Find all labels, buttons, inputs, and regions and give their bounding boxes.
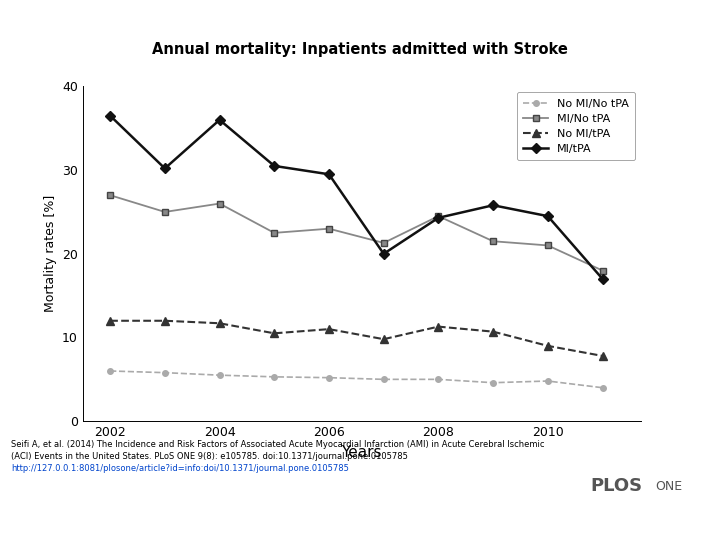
MI/No tPA [106, 192, 114, 199]
Line: MI/No tPA: MI/No tPA [107, 192, 606, 274]
No MI/tPA [489, 328, 498, 335]
MI/No tPA [489, 238, 498, 245]
MI/No tPA [215, 200, 224, 207]
Text: Annual mortality: Inpatients admitted with Stroke: Annual mortality: Inpatients admitted wi… [152, 42, 568, 57]
No MI/No tPA [544, 378, 552, 384]
Text: PLOS: PLOS [590, 477, 642, 495]
No MI/No tPA [325, 374, 333, 381]
No MI/tPA [325, 326, 333, 332]
Line: No MI/No tPA: No MI/No tPA [107, 368, 606, 390]
No MI/tPA [379, 336, 388, 342]
No MI/No tPA [215, 372, 224, 379]
MI/tPA [270, 163, 279, 169]
MI/tPA [325, 171, 333, 178]
No MI/tPA [434, 323, 443, 330]
MI/No tPA [270, 230, 279, 236]
Text: UT HEALTH: UT HEALTH [11, 46, 66, 55]
No MI/No tPA [379, 376, 388, 382]
MI/tPA [379, 251, 388, 257]
Text: http://127.0.0.1:8081/plosone/article?id=info:doi/10.1371/journal.pone.0105785: http://127.0.0.1:8081/plosone/article?id… [11, 464, 348, 474]
MI/tPA [215, 117, 224, 123]
X-axis label: Years: Years [341, 444, 382, 460]
MI/tPA [434, 214, 443, 221]
Text: Seifi A, et al. (2014) The Incidence and Risk Factors of Associated Acute Myocar: Seifi A, et al. (2014) The Incidence and… [11, 440, 544, 449]
Text: (ACI) Events in the United States. PLoS ONE 9(8): e105785. doi:10.1371/journal.p: (ACI) Events in the United States. PLoS … [11, 452, 408, 461]
MI/tPA [161, 165, 169, 172]
MI/No tPA [379, 240, 388, 246]
MI/tPA [489, 202, 498, 208]
No MI/tPA [270, 330, 279, 336]
Text: SCIENCE CENTER ·: SCIENCE CENTER · [11, 56, 81, 65]
Text: ONE: ONE [655, 480, 683, 492]
No MI/No tPA [598, 384, 607, 391]
No MI/tPA [106, 318, 114, 324]
No MI/No tPA [161, 369, 169, 376]
MI/tPA [544, 213, 552, 219]
Line: MI/tPA: MI/tPA [107, 112, 606, 282]
No MI/No tPA [434, 376, 443, 382]
Text: ● ● ●
● ● ●: ● ● ● ● ● ● [11, 35, 31, 46]
Y-axis label: Mortality rates [%]: Mortality rates [%] [43, 195, 56, 313]
MI/No tPA [434, 213, 443, 219]
MI/No tPA [544, 242, 552, 248]
MI/No tPA [161, 209, 169, 215]
No MI/tPA [544, 343, 552, 349]
No MI/tPA [215, 320, 224, 327]
MI/tPA [598, 275, 607, 282]
No MI/No tPA [270, 374, 279, 380]
MI/tPA [106, 112, 114, 119]
No MI/No tPA [106, 368, 114, 374]
MI/No tPA [325, 226, 333, 232]
No MI/tPA [161, 318, 169, 324]
Line: No MI/tPA: No MI/tPA [107, 317, 606, 360]
MI/No tPA [598, 267, 607, 274]
No MI/No tPA [489, 380, 498, 386]
Legend: No MI/No tPA, MI/No tPA, No MI/tPA, MI/tPA: No MI/No tPA, MI/No tPA, No MI/tPA, MI/t… [517, 92, 635, 160]
No MI/tPA [598, 353, 607, 359]
